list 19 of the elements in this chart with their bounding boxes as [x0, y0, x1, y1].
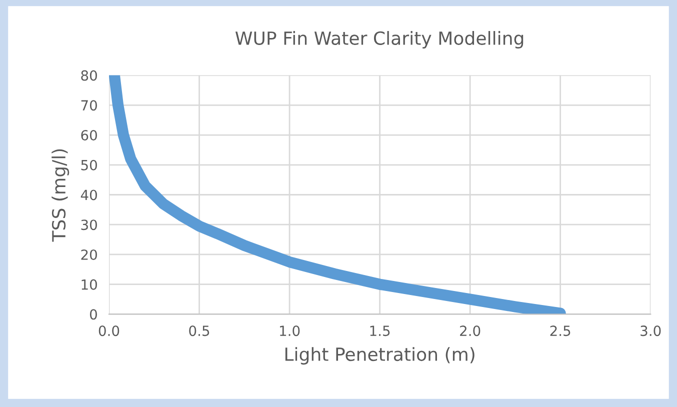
y-tick-label: 50 [81, 160, 97, 170]
y-tick-label: 80 [81, 70, 97, 81]
y-tick-label: 40 [80, 190, 97, 200]
y-tick-label: 60 [81, 130, 97, 140]
x-tick-label: 1.5 [370, 326, 390, 336]
chart-title: WUP Fin Water Clarity Modelling [235, 31, 524, 48]
x-tick-label: 2.5 [550, 326, 570, 336]
y-tick-label: 10 [82, 279, 97, 290]
x-axis-title: Light Penetration (m) [285, 347, 474, 365]
x-tick-label: 3.0 [640, 326, 661, 336]
y-axis-title: TSS (mg/l) [52, 149, 70, 242]
y-tick-label: 70 [81, 100, 97, 111]
y-tick-label: 20 [81, 249, 97, 260]
x-tick-label: 0.0 [98, 326, 120, 336]
x-tick-label: 2.0 [460, 326, 480, 336]
x-tick-label: 0.5 [189, 326, 210, 336]
x-tick-label: 1.0 [280, 326, 300, 336]
y-tick-label: 30 [81, 220, 97, 230]
y-tick-label: 0 [90, 309, 97, 320]
